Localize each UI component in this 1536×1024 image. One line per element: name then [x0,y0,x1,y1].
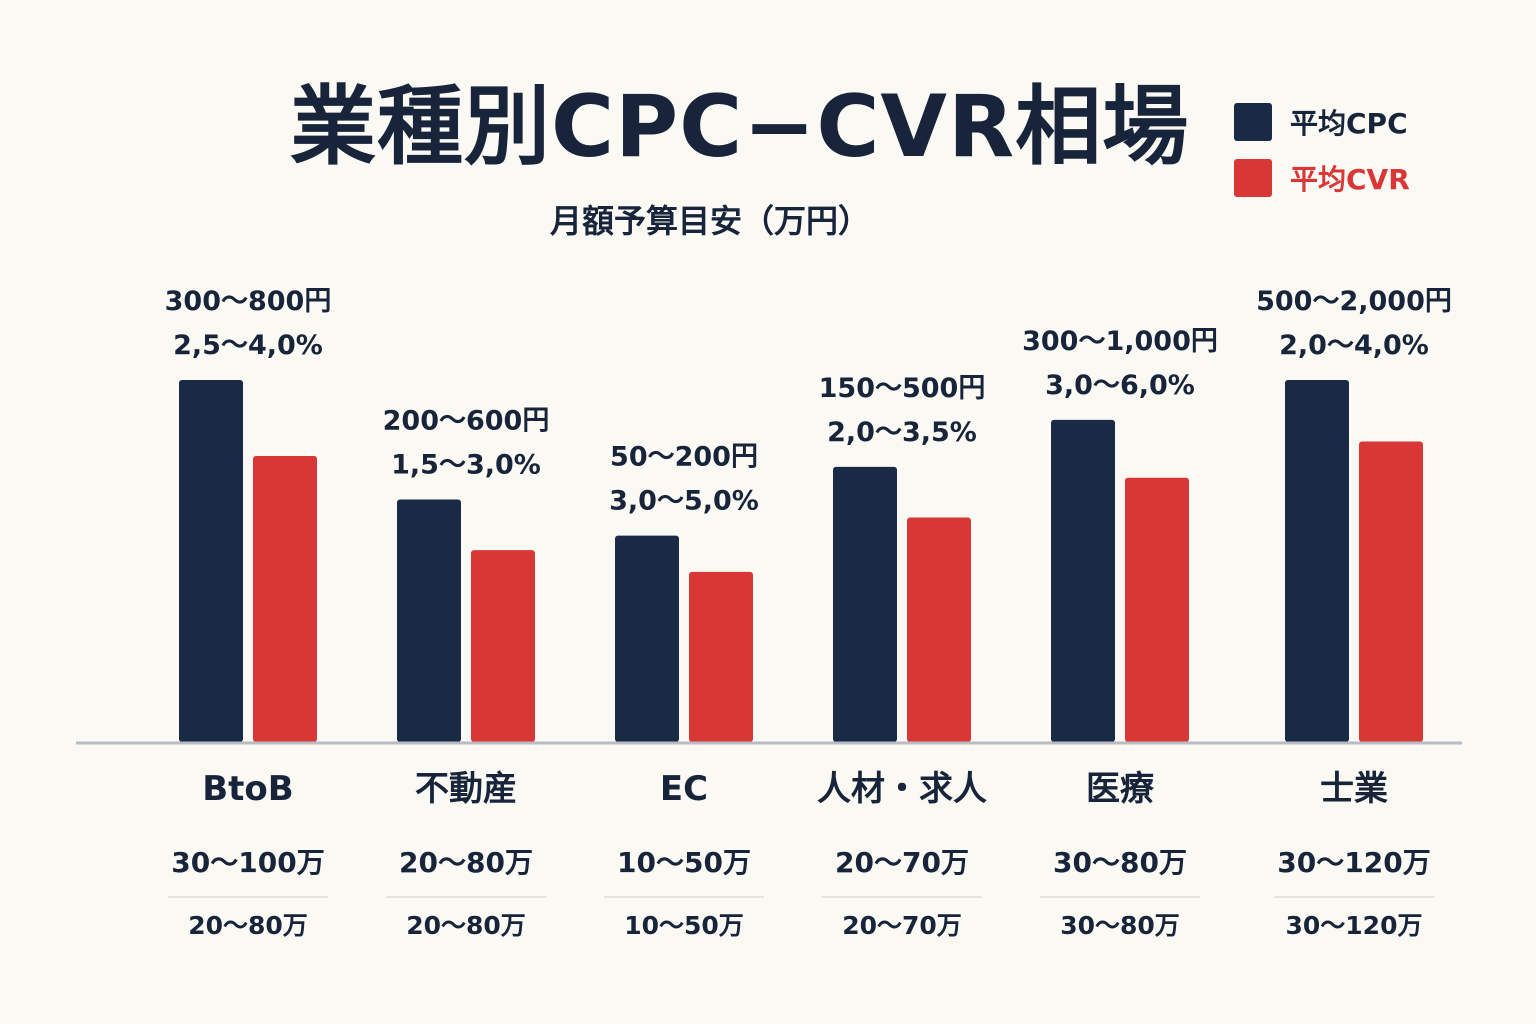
bar-cvr-1 [471,550,535,742]
category-label-3: 人材・求人 [817,769,987,809]
bar-cvr-4 [1125,477,1189,742]
bar-cpc-4 [1051,419,1115,742]
legend-item-cpc: 平均CPC [1234,102,1410,142]
budget-secondary-1: 20～80万 [406,911,526,940]
cpc-range-label-2: 50～200円 [610,442,758,473]
category-label-1: 不動産 [415,769,517,809]
legend-item-cvr: 平均CVR [1234,158,1410,198]
bar-cvr-3 [907,517,971,742]
budget-secondary-5: 30～120万 [1286,911,1423,940]
bar-cpc-1 [397,499,461,742]
cpc-range-label-1: 200～600円 [383,405,550,436]
legend-label-cpc: 平均CPC [1290,107,1408,140]
cvr-range-label-5: 2,0～4,0% [1279,330,1429,361]
category-label-5: 士業 [1320,769,1388,809]
cpc-range-label-4: 300～1,000円 [1022,326,1218,357]
chart-title: 業種別CPC−CVR相場 [290,77,1190,177]
cvr-range-label-1: 1,5～3,0% [391,449,541,480]
category-label-0: BtoB [202,769,293,809]
legend-swatch-cpc [1234,103,1272,141]
budget-secondary-3: 20～70万 [842,911,962,940]
cvr-range-label-0: 2,5～4,0% [173,330,323,361]
bar-cpc-3 [833,466,897,742]
budget-secondary-0: 20～80万 [188,911,308,940]
budget-primary-3: 20～70万 [835,846,969,879]
cpc-range-label-0: 300～800円 [165,286,332,317]
category-label-4: 医療 [1086,769,1155,809]
budget-primary-4: 30～80万 [1053,846,1187,879]
chart-subtitle: 月額予算目安（万円） [550,202,871,240]
bar-cpc-2 [615,535,679,742]
cvr-range-label-2: 3,0～5,0% [609,486,759,517]
category-label-2: EC [660,769,708,809]
bar-cvr-0 [253,456,317,742]
bar-cpc-0 [179,380,243,742]
budget-secondary-2: 10～50万 [624,911,744,940]
bar-cpc-5 [1285,380,1349,742]
cpc-range-label-3: 150～500円 [819,373,986,404]
budget-primary-1: 20～80万 [399,846,533,879]
legend-label-cvr: 平均CVR [1290,163,1410,196]
bar-cvr-2 [689,571,753,742]
bar-cvr-5 [1359,441,1423,742]
budget-primary-5: 30～120万 [1277,846,1430,879]
cvr-range-label-3: 2,0～3,5% [827,417,977,448]
budget-secondary-4: 30～80万 [1060,911,1180,940]
cpc-range-label-5: 500～2,000円 [1256,286,1452,317]
legend: 平均CPC 平均CVR [1234,102,1410,214]
cvr-range-label-4: 3,0～6,0% [1045,370,1195,401]
legend-swatch-cvr [1234,159,1272,197]
budget-primary-0: 30～100万 [171,846,324,879]
budget-primary-2: 10～50万 [617,846,751,879]
